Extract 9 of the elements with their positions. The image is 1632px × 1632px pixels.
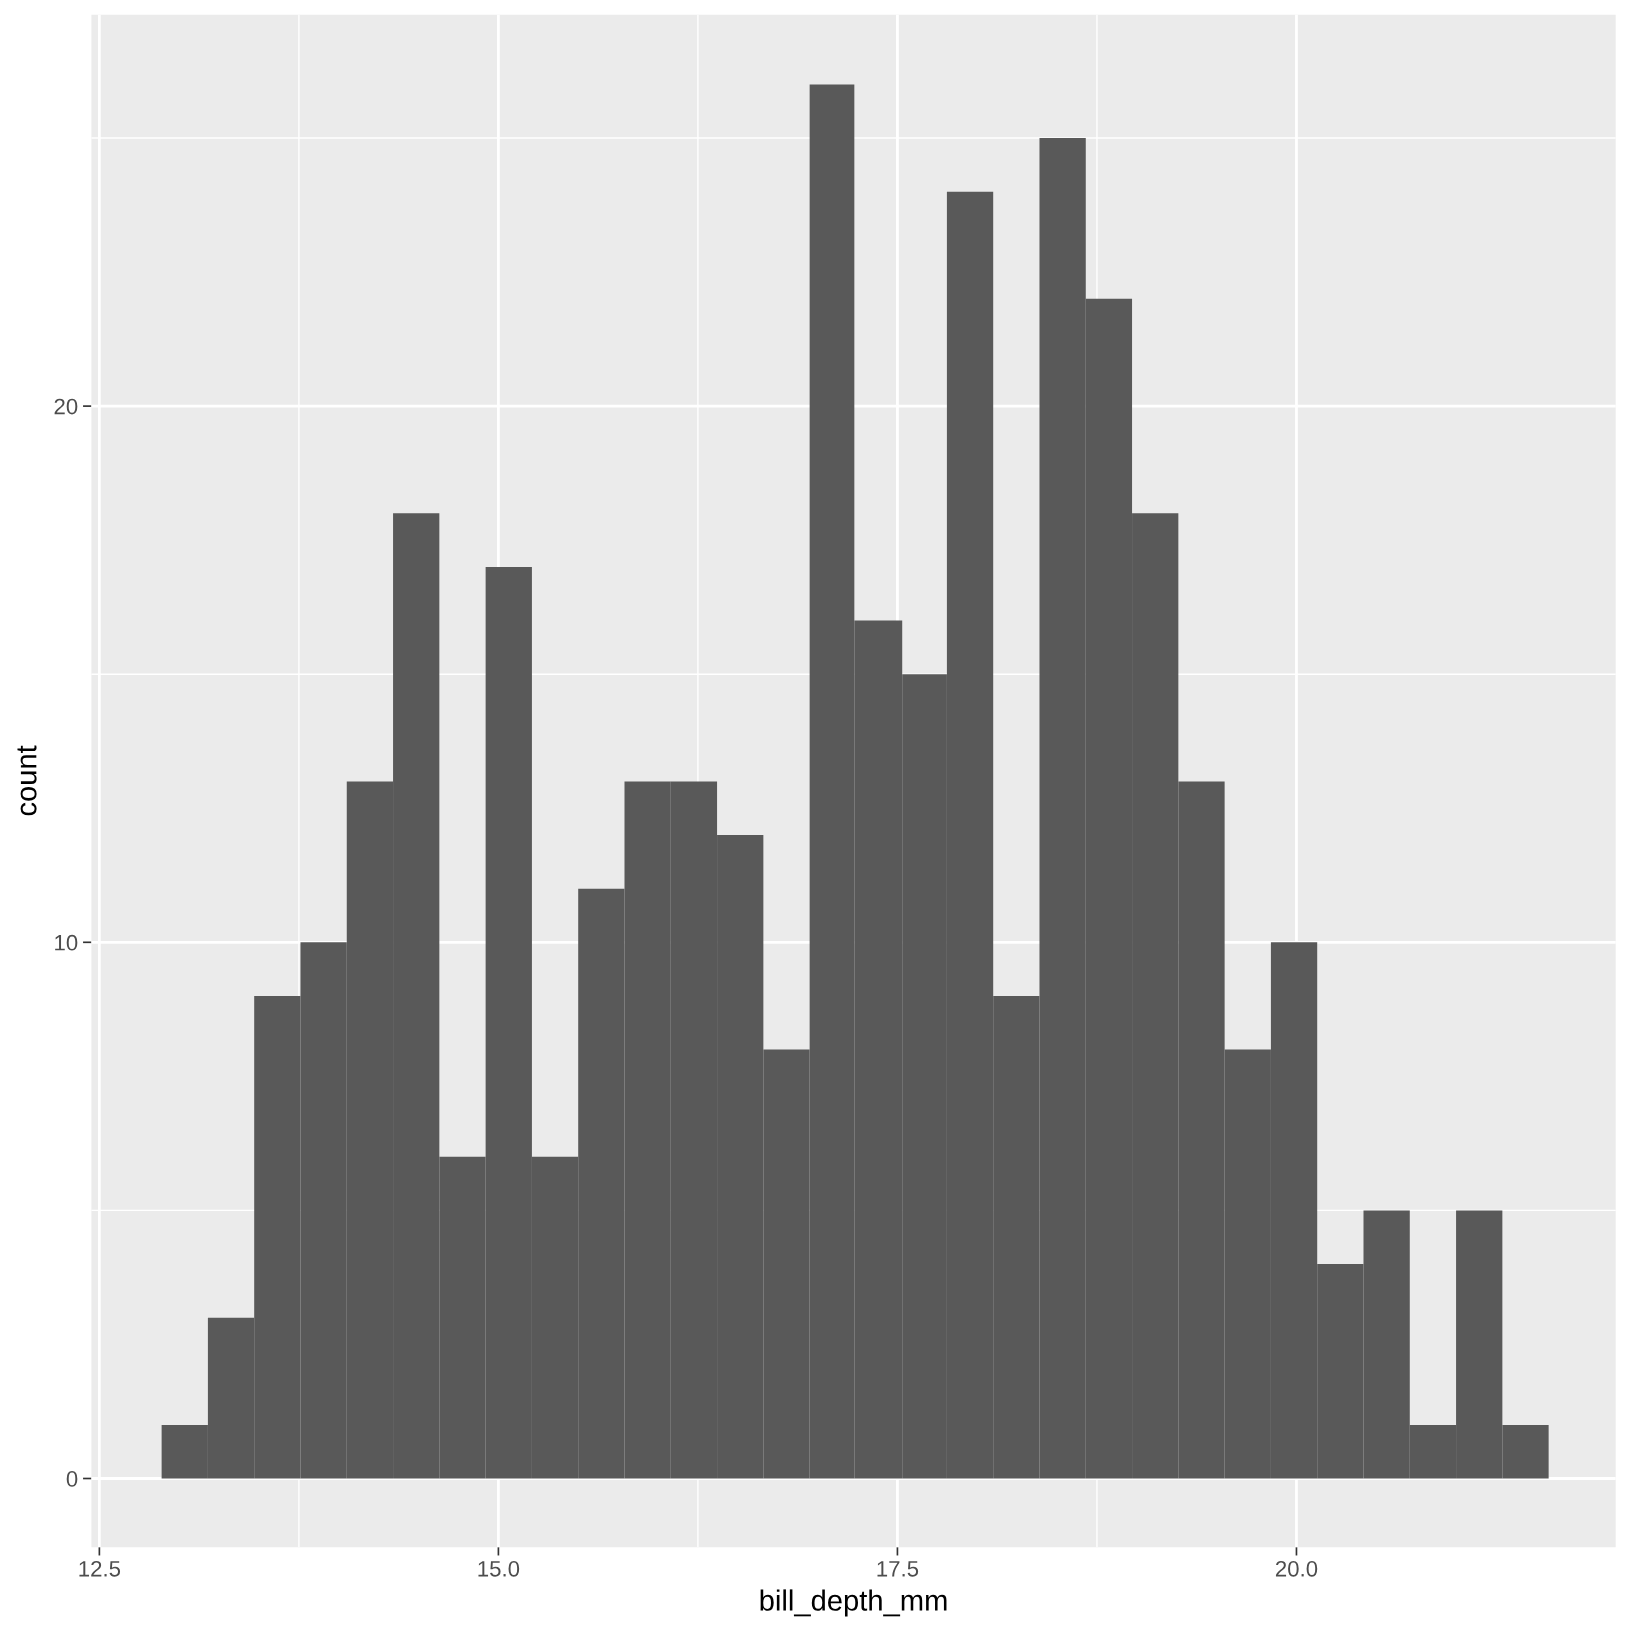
x-tick-label: 17.5: [877, 1561, 919, 1577]
x-tick-label: 15.0: [478, 1560, 520, 1577]
y-tick-label: 20: [54, 398, 78, 415]
y-tick-label: 10: [55, 934, 78, 951]
x-tick-label: 12.5: [79, 1560, 121, 1577]
y-tick-label: 0: [66, 1471, 78, 1487]
x-tick-label: 20.0: [1275, 1560, 1318, 1577]
y-axis-title: count: [17, 745, 37, 816]
x-axis-title: bill_depth_mm: [760, 1589, 947, 1617]
